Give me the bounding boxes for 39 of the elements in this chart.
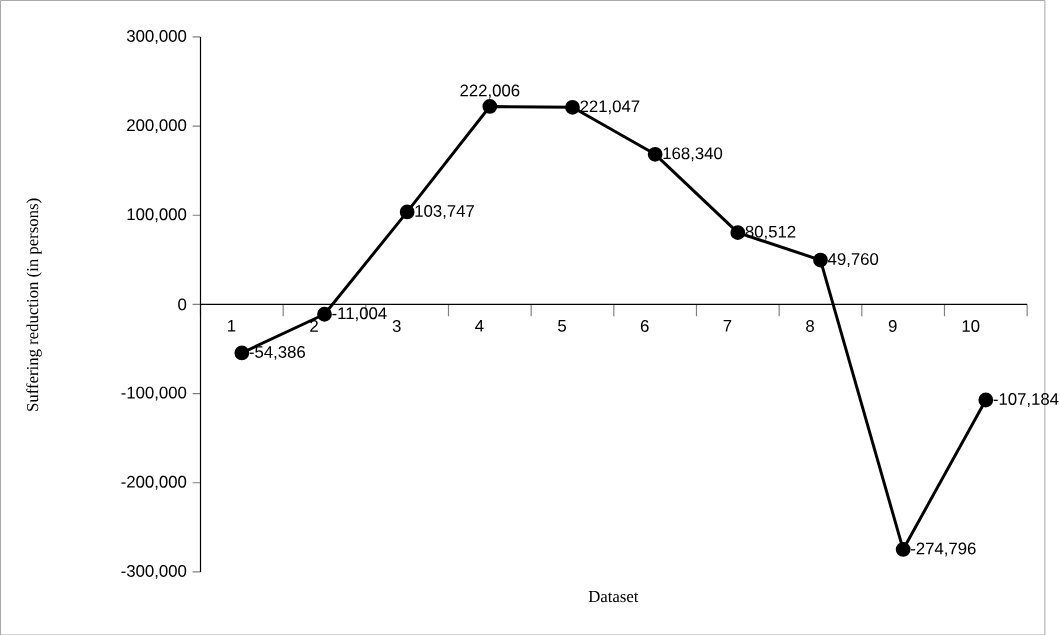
x-tick-label: 8: [806, 319, 814, 332]
y-tick-label: 300,000: [126, 29, 187, 44]
y-tick-label: -200,000: [121, 475, 187, 490]
x-tick-label: 4: [475, 319, 484, 332]
point: [399, 204, 415, 220]
y-tick-label: 200,000: [127, 118, 187, 133]
point: [730, 225, 746, 240]
data-label: 221,047: [580, 100, 640, 115]
data-label: 168,340: [663, 147, 723, 162]
x-tick-label: 9: [888, 319, 897, 332]
y-tick-label: 100,000: [127, 208, 187, 222]
data-label: -54,386: [249, 345, 305, 360]
x-tick-label: 3: [392, 319, 401, 332]
point: [647, 146, 663, 162]
x-tick-label: 1: [228, 319, 236, 332]
point: [482, 98, 498, 114]
x-axis-title: Dataset: [588, 590, 639, 602]
y-axis-title: Suffering reduction (in persons): [26, 198, 42, 411]
point: [565, 99, 580, 115]
data-label: 49,760: [827, 252, 879, 267]
y-tick-label: -300,000: [121, 564, 187, 579]
point: [895, 541, 911, 557]
point: [813, 252, 828, 268]
x-tick-label: 2: [310, 319, 318, 332]
y-tick-label: 0: [178, 298, 187, 311]
point: [317, 306, 332, 322]
data-label: 222,006: [460, 84, 520, 99]
x-tick-label: 7: [723, 319, 732, 332]
x-tick-label: 10: [962, 319, 980, 332]
point: [234, 345, 250, 361]
data-label: -11,004: [332, 307, 387, 321]
point: [978, 392, 994, 408]
data-label: 103,747: [415, 204, 474, 219]
x-tick-label: 5: [558, 319, 566, 332]
data-label: -107,184: [993, 392, 1059, 407]
y-tick-label: -100,000: [121, 386, 187, 401]
data-label: -274,796: [910, 542, 976, 557]
x-tick-label: 6: [640, 319, 649, 332]
data-label: 80,512: [745, 225, 796, 240]
